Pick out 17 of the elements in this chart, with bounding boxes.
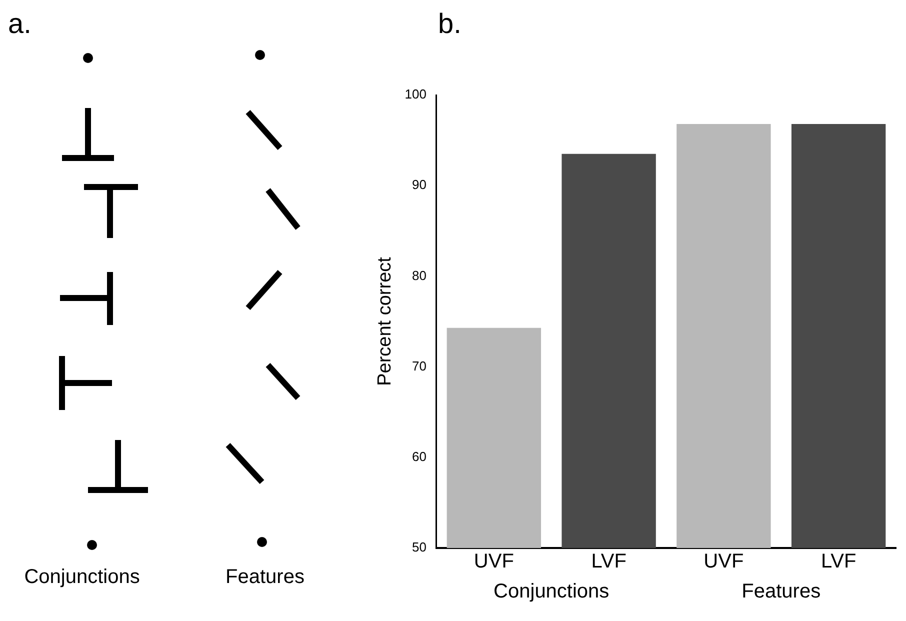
y-tick-label: 60 (412, 448, 426, 464)
x-tick-label: UVF (474, 550, 514, 573)
x-tick-label: UVF (704, 550, 744, 573)
chart-title: b. (438, 8, 462, 40)
text: Conjunctions (23, 566, 141, 589)
x-tick-label: LVF (591, 550, 626, 573)
y-axis-title: Percent correct (374, 256, 396, 386)
y-tick-label: 90 (412, 177, 426, 192)
text: a. (8, 8, 32, 40)
x-tick-label: LVF (820, 550, 856, 573)
text: Features (742, 580, 821, 603)
text: Conjunctions (494, 580, 610, 603)
y-tick-label: 100 (404, 86, 426, 102)
y-tick-label: 70 (412, 358, 426, 374)
y-tick-label: 50 (412, 540, 426, 555)
text: Features (224, 566, 306, 589)
y-tick-label: 80 (412, 268, 426, 283)
